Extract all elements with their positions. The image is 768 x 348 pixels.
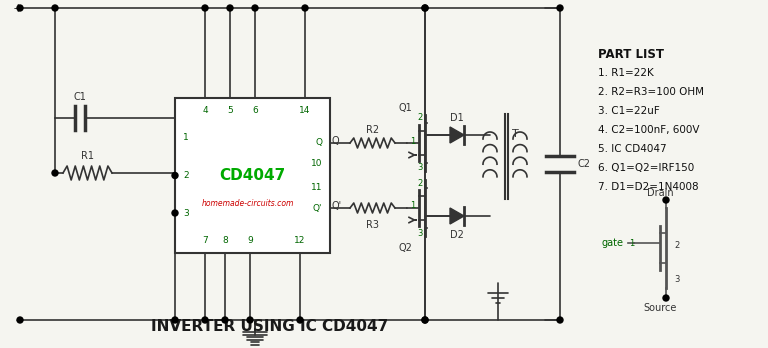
Circle shape: [557, 5, 563, 11]
Circle shape: [17, 317, 23, 323]
Text: 1: 1: [410, 201, 415, 211]
Text: C2: C2: [578, 159, 591, 169]
Text: 3: 3: [418, 164, 423, 173]
Text: Source: Source: [644, 303, 677, 313]
Text: gate: gate: [601, 238, 623, 248]
Circle shape: [222, 317, 228, 323]
Circle shape: [172, 210, 178, 216]
Circle shape: [422, 317, 428, 323]
Text: 10: 10: [310, 158, 322, 167]
Circle shape: [422, 5, 428, 11]
Text: 5. IC CD4047: 5. IC CD4047: [598, 144, 667, 154]
Text: Q': Q': [313, 204, 322, 213]
Text: 8: 8: [222, 236, 228, 245]
Circle shape: [17, 5, 23, 11]
Text: Q1: Q1: [398, 103, 412, 113]
Text: 2: 2: [674, 242, 679, 251]
Circle shape: [52, 170, 58, 176]
Text: 1: 1: [410, 136, 415, 145]
Text: +: +: [13, 2, 23, 16]
Text: R1: R1: [81, 151, 94, 161]
Text: R3: R3: [366, 220, 379, 230]
Circle shape: [422, 5, 428, 11]
Text: INVERTER USING IC CD4047: INVERTER USING IC CD4047: [151, 319, 389, 334]
Text: PART LIST: PART LIST: [598, 48, 664, 61]
Text: 4. C2=100nF, 600V: 4. C2=100nF, 600V: [598, 125, 700, 135]
Circle shape: [202, 317, 208, 323]
Text: 9: 9: [247, 236, 253, 245]
Text: 5: 5: [227, 106, 233, 115]
Text: T: T: [511, 129, 518, 139]
Text: 14: 14: [300, 106, 311, 115]
Text: 7. D1=D2=1N4008: 7. D1=D2=1N4008: [598, 182, 699, 192]
Text: Drain: Drain: [647, 188, 674, 198]
Circle shape: [247, 317, 253, 323]
Text: Q: Q: [315, 139, 322, 148]
Circle shape: [172, 173, 178, 179]
Text: 7: 7: [202, 236, 208, 245]
Text: 2. R2=R3=100 OHM: 2. R2=R3=100 OHM: [598, 87, 704, 97]
Polygon shape: [450, 127, 464, 143]
Polygon shape: [450, 208, 464, 224]
Text: R2: R2: [366, 125, 379, 135]
Text: 3: 3: [418, 229, 423, 237]
Text: CD4047: CD4047: [220, 168, 286, 183]
Text: C1: C1: [74, 92, 87, 102]
Text: -: -: [16, 315, 20, 327]
Text: 1: 1: [183, 134, 189, 142]
Text: 6. Q1=Q2=IRF150: 6. Q1=Q2=IRF150: [598, 163, 694, 173]
Circle shape: [422, 317, 428, 323]
Circle shape: [252, 5, 258, 11]
Circle shape: [202, 5, 208, 11]
Text: 1. R1=22K: 1. R1=22K: [598, 68, 654, 78]
Text: 3: 3: [183, 208, 189, 218]
Circle shape: [297, 317, 303, 323]
Circle shape: [663, 295, 669, 301]
Text: 1: 1: [629, 239, 634, 248]
Circle shape: [227, 5, 233, 11]
Circle shape: [302, 5, 308, 11]
Circle shape: [557, 317, 563, 323]
Text: Q2: Q2: [398, 243, 412, 253]
Text: homemade-circuits.com: homemade-circuits.com: [201, 199, 293, 208]
Text: D2: D2: [450, 230, 464, 240]
Text: 3. C1=22uF: 3. C1=22uF: [598, 106, 660, 116]
Text: Q': Q': [332, 201, 342, 211]
Text: 6: 6: [252, 106, 258, 115]
Circle shape: [52, 5, 58, 11]
Text: 2: 2: [418, 179, 423, 188]
Text: D1: D1: [450, 113, 464, 123]
Text: Q: Q: [332, 136, 339, 146]
Text: 11: 11: [310, 183, 322, 192]
Text: 2: 2: [183, 171, 189, 180]
Text: 4: 4: [202, 106, 208, 115]
Text: 2: 2: [418, 113, 423, 122]
Bar: [175, 98, 330, 253]
Text: 12: 12: [294, 236, 306, 245]
Text: 3: 3: [674, 276, 680, 285]
Circle shape: [172, 317, 178, 323]
Circle shape: [663, 197, 669, 203]
